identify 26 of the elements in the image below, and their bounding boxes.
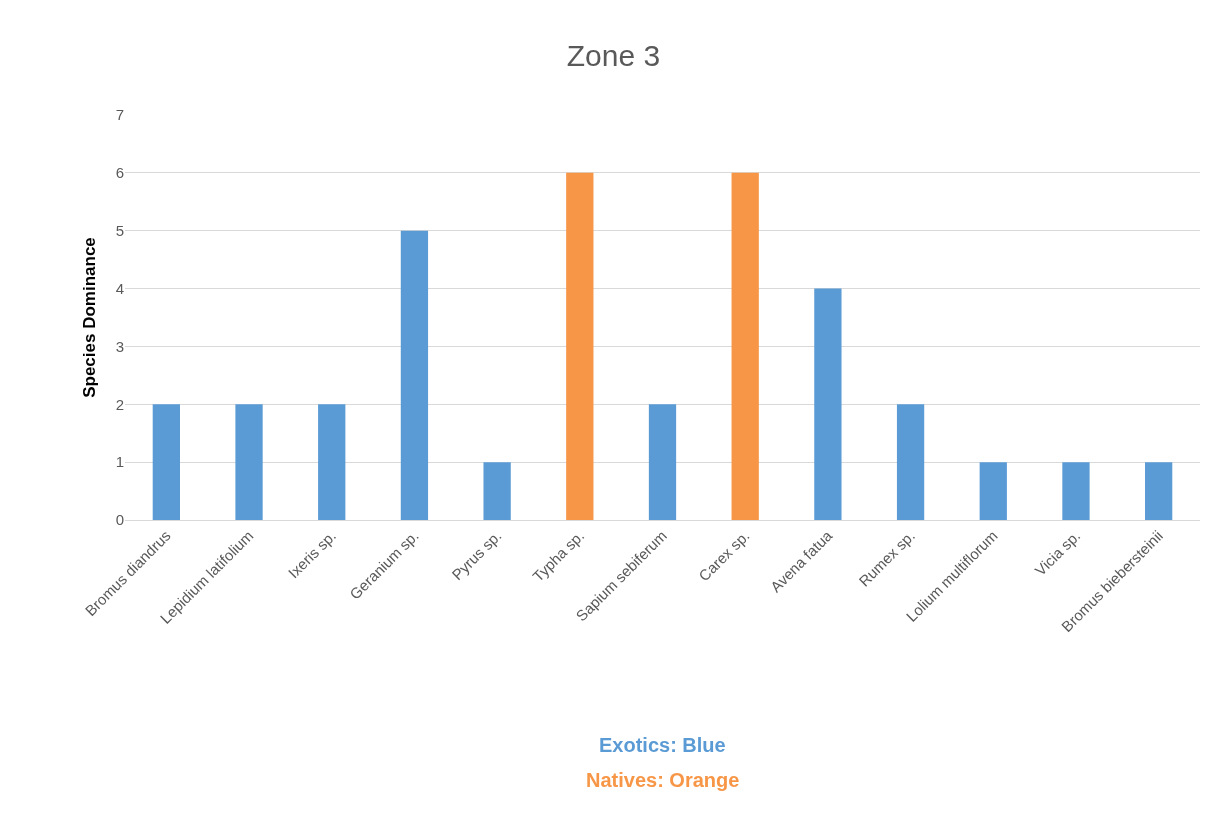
text: Exotics: Blue (599, 734, 726, 756)
y-tick-label: 0 (115, 511, 124, 529)
y-tick-label: 6 (115, 164, 124, 182)
chart-title: Zone 3 (566, 38, 661, 72)
text: Natives: Orange (586, 769, 740, 791)
bar (979, 462, 1007, 520)
bar (1062, 462, 1090, 520)
y-axis-title: Species Dominance (80, 237, 100, 398)
bar (648, 404, 677, 520)
y-tick-label: 1 (115, 453, 124, 471)
bar (235, 404, 263, 520)
bar (483, 462, 511, 520)
bar (896, 404, 925, 520)
y-tick-label: 5 (115, 221, 124, 239)
x-tick-label: Vicia sp. (1031, 526, 1084, 579)
bar (400, 230, 429, 520)
y-tick-label: 4 (115, 279, 124, 297)
y-tick-label: 7 (115, 106, 124, 124)
bar (731, 172, 759, 520)
bar (152, 404, 180, 520)
bar (566, 172, 594, 520)
y-tick-label: 3 (115, 337, 124, 355)
bar (814, 288, 842, 520)
bar (318, 404, 346, 520)
bar (1145, 462, 1173, 520)
y-tick-label: 2 (115, 395, 124, 413)
